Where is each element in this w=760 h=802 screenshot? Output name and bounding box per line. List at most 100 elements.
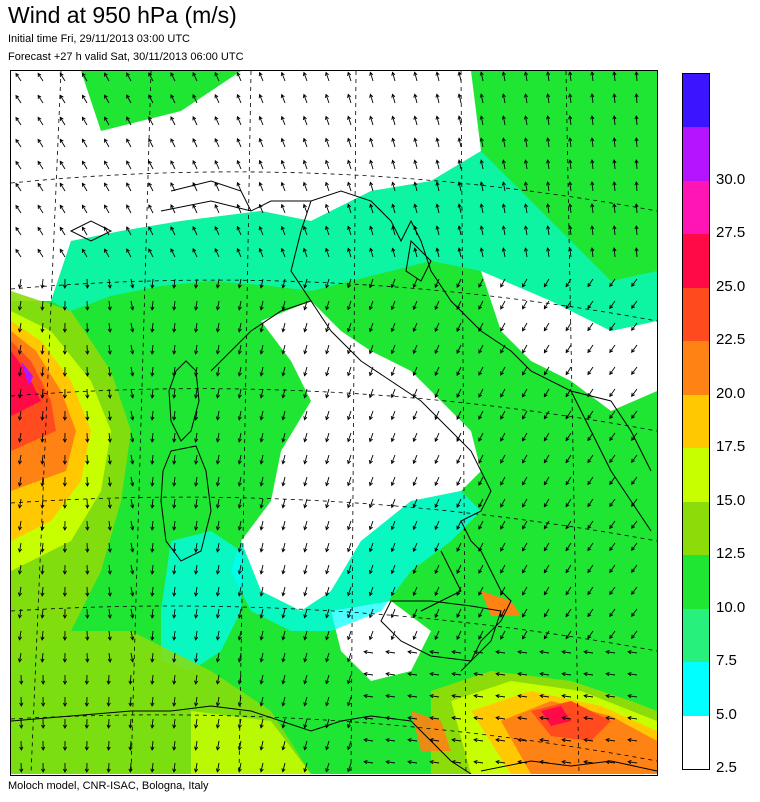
- wind-arrow: [258, 159, 264, 170]
- wind-arrow: [172, 652, 177, 663]
- wind-arrow: [325, 203, 330, 214]
- wind-arrow: [609, 432, 616, 442]
- wind-arrow: [84, 718, 89, 729]
- wind-arrow: [37, 94, 44, 104]
- wind-arrow: [236, 225, 242, 236]
- wind-arrow: [172, 740, 177, 751]
- wind-arrow: [612, 159, 617, 170]
- wind-arrow: [325, 93, 330, 104]
- wind-arrow: [130, 652, 135, 663]
- wind-arrow: [259, 762, 264, 773]
- wind-arrow: [303, 740, 308, 751]
- wind-arrow: [280, 115, 286, 126]
- wind-arrow: [281, 608, 286, 619]
- wind-arrow: [587, 410, 594, 420]
- wind-arrow: [347, 388, 352, 399]
- wind-arrow: [546, 225, 551, 236]
- wind-arrow: [347, 432, 352, 443]
- wind-arrow: [150, 652, 155, 663]
- wind-arrow: [302, 203, 308, 214]
- legend-swatch: [683, 341, 709, 396]
- wind-arrow: [104, 204, 110, 214]
- wind-arrow: [456, 520, 462, 530]
- wind-arrow: [523, 203, 529, 214]
- legend-tick-label: 27.5: [716, 224, 746, 242]
- wind-arrow: [478, 542, 484, 552]
- wind-arrow: [258, 93, 264, 104]
- legend-swatch: [683, 74, 709, 128]
- wind-arrow: [280, 203, 286, 214]
- wind-arrow: [568, 225, 573, 236]
- wind-arrow: [479, 203, 484, 214]
- wind-arrow: [172, 476, 177, 487]
- wind-arrow: [627, 760, 638, 765]
- wind-arrow: [84, 762, 89, 773]
- wind-arrow: [609, 344, 616, 354]
- wind-arrow: [150, 278, 155, 289]
- wind-arrow: [325, 159, 330, 170]
- wind-arrow: [435, 137, 440, 148]
- wind-arrow: [81, 138, 88, 148]
- wind-arrow: [634, 93, 639, 104]
- wind-arrow: [369, 225, 374, 236]
- legend-tick-label: 2.5: [716, 759, 737, 776]
- wind-arrow: [107, 454, 112, 465]
- wind-arrow: [391, 159, 396, 170]
- wind-arrow: [15, 226, 22, 236]
- wind-arrow: [106, 674, 111, 685]
- wind-arrow: [325, 278, 330, 289]
- wind-arrow: [237, 586, 242, 597]
- wind-arrow: [522, 542, 528, 552]
- wind-arrow: [523, 247, 529, 258]
- wind-arrow: [390, 454, 396, 465]
- wind-arrow: [478, 520, 484, 530]
- wind-arrow: [325, 247, 330, 258]
- wind-arrow: [609, 564, 616, 574]
- wind-arrow: [62, 432, 67, 443]
- wind-arrow: [130, 410, 135, 421]
- wind-arrow: [434, 564, 440, 575]
- wind-arrow: [583, 650, 594, 655]
- wind-arrow: [368, 322, 374, 333]
- wind-arrow: [258, 225, 264, 236]
- wind-arrow: [126, 72, 132, 82]
- wind-arrow: [522, 476, 528, 486]
- wind-arrow: [303, 564, 308, 575]
- wind-arrow: [390, 608, 396, 619]
- wind-arrow: [325, 300, 330, 311]
- wind-arrow: [259, 608, 264, 619]
- wind-arrow: [280, 181, 286, 192]
- wind-arrow: [347, 278, 352, 289]
- wind-arrow: [587, 344, 594, 354]
- legend-tick-label: 10.0: [716, 598, 746, 616]
- wind-arrow: [368, 278, 374, 289]
- wind-arrow: [500, 564, 506, 574]
- wind-arrow: [215, 388, 220, 399]
- wind-arrow: [325, 454, 330, 465]
- wind-arrow: [429, 672, 440, 677]
- wind-arrow: [347, 498, 352, 509]
- wind-arrow: [634, 159, 639, 170]
- wind-arrow: [17, 410, 23, 421]
- wind-arrow: [631, 498, 638, 507]
- wind-arrow: [194, 410, 199, 421]
- wind-arrow: [215, 652, 220, 663]
- wind-arrow: [546, 159, 551, 170]
- wind-arrow: [568, 71, 573, 82]
- wind-arrow: [15, 138, 22, 148]
- wind-arrow: [130, 432, 135, 443]
- wind-arrow: [325, 410, 330, 421]
- wind-arrow: [500, 278, 506, 288]
- wind-arrow: [150, 520, 155, 531]
- wind-arrow: [41, 762, 46, 773]
- wind-arrow: [522, 432, 528, 442]
- wind-arrow: [40, 454, 45, 465]
- wind-arrow: [194, 432, 199, 443]
- model-credit: Moloch model, CNR-ISAC, Bologna, Italy: [8, 780, 209, 792]
- wind-arrow: [59, 94, 66, 104]
- wind-arrow: [150, 432, 155, 443]
- wind-arrow: [347, 740, 352, 751]
- wind-arrow: [215, 278, 220, 289]
- wind-arrow: [517, 760, 528, 765]
- wind-arrow: [609, 498, 616, 508]
